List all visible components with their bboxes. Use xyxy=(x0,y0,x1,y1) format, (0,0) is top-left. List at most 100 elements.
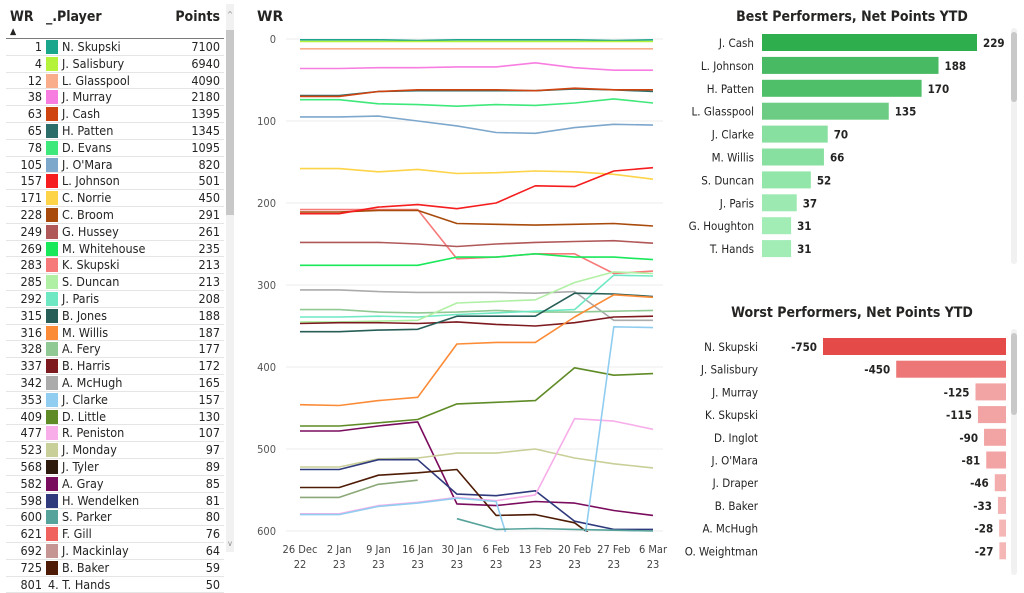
series-line-g-hussey[interactable] xyxy=(300,241,653,247)
cell-points: 261 xyxy=(199,224,220,239)
cell-points: 501 xyxy=(199,173,220,188)
series-line-m-whitehouse[interactable] xyxy=(300,254,653,265)
cell-wr: 1 xyxy=(8,39,42,54)
cell-wr: 78 xyxy=(8,140,42,155)
column-header-color[interactable]: _. xyxy=(46,9,57,25)
cell-player: H. Patten xyxy=(62,123,113,138)
series-line-j-murray[interactable] xyxy=(300,63,653,70)
table-scrollbar-thumb[interactable] xyxy=(226,30,234,215)
bar[interactable] xyxy=(986,452,1006,469)
best-performers-scrollbar[interactable] xyxy=(1011,28,1017,264)
series-line-j-tyler[interactable] xyxy=(300,470,614,552)
series-line-l-johnson[interactable] xyxy=(300,168,653,214)
cell-player: A. Gray xyxy=(62,476,104,491)
bar[interactable] xyxy=(762,149,824,166)
bar[interactable] xyxy=(762,194,797,211)
cell-color-swatch xyxy=(46,57,58,71)
series-line-a-gray[interactable] xyxy=(300,422,653,516)
bar[interactable] xyxy=(896,361,1006,378)
column-header-player[interactable]: Player xyxy=(57,9,102,25)
bar[interactable] xyxy=(823,338,1006,355)
bar[interactable] xyxy=(762,57,939,74)
series-line-h-wendelken[interactable] xyxy=(300,460,653,530)
worst-performers-scrollbar[interactable] xyxy=(1011,329,1017,575)
bar[interactable] xyxy=(999,520,1006,537)
series-line-j-monday[interactable] xyxy=(300,449,653,468)
bar[interactable] xyxy=(976,383,1007,400)
series-line-d-evans[interactable] xyxy=(300,99,653,106)
bar[interactable] xyxy=(762,34,977,51)
bar[interactable] xyxy=(762,126,828,143)
sort-ascending-icon[interactable]: ▲ xyxy=(10,28,16,36)
bar[interactable] xyxy=(762,217,791,234)
bar[interactable] xyxy=(999,542,1006,559)
cell-player: M. Whitehouse xyxy=(62,241,145,256)
column-header-wr[interactable]: WR xyxy=(10,9,34,25)
series-line-j-cash[interactable] xyxy=(300,88,653,96)
bar[interactable] xyxy=(762,240,791,257)
series-line-d-little[interactable] xyxy=(300,368,653,426)
cell-points: 4090 xyxy=(191,73,220,88)
series-line-j-mackinlay[interactable] xyxy=(300,480,418,497)
bar[interactable] xyxy=(998,497,1006,514)
series-line-b-jones[interactable] xyxy=(300,293,653,332)
scroll-down-icon[interactable]: v xyxy=(226,539,234,548)
cell-player: J. Paris xyxy=(62,291,99,306)
bar[interactable] xyxy=(984,429,1006,446)
best-performers-scrollbar-thumb[interactable] xyxy=(1011,32,1017,102)
scroll-up-icon[interactable]: ^ xyxy=(226,10,234,19)
bar-value-label: 37 xyxy=(803,196,817,210)
cell-player: R. Peniston xyxy=(62,425,124,440)
bar-category-label: G. Houghton xyxy=(689,219,754,233)
series-line-c-broom[interactable] xyxy=(300,210,653,226)
bar[interactable] xyxy=(762,80,922,97)
series-line-j-o-mara[interactable] xyxy=(300,116,653,133)
cell-wr: 249 xyxy=(8,224,42,239)
bar[interactable] xyxy=(978,406,1006,423)
cell-points: 177 xyxy=(199,341,220,356)
table-scrollbar[interactable]: ^ v xyxy=(226,4,234,552)
series-line-c-norrie[interactable] xyxy=(300,169,653,180)
bar-category-label: D. Inglot xyxy=(714,431,758,445)
column-header-points[interactable]: Points xyxy=(175,9,220,25)
bar[interactable] xyxy=(762,103,889,120)
cell-wr: 328 xyxy=(8,341,42,356)
bar[interactable] xyxy=(762,171,811,188)
bar[interactable] xyxy=(995,474,1006,491)
worst-performers-scrollbar-thumb[interactable] xyxy=(1011,333,1017,415)
series-line-n-skupski[interactable] xyxy=(300,40,653,41)
